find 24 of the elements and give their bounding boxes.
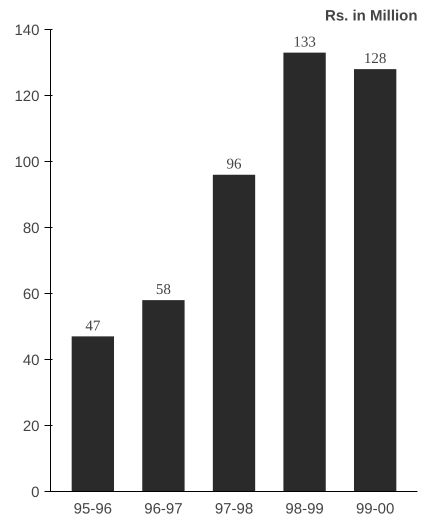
y-tick-label: 120 <box>14 88 40 105</box>
bar <box>72 336 114 492</box>
bar <box>354 69 396 492</box>
y-tick-label: 80 <box>22 220 40 237</box>
chart-title: Rs. in Million <box>325 8 418 24</box>
y-tick-label: 40 <box>22 352 40 369</box>
data-label: 128 <box>364 51 386 68</box>
x-tick-label: 96-97 <box>144 500 183 518</box>
x-tick-label: 97-98 <box>214 500 254 518</box>
x-tick-label: 99-00 <box>356 500 394 518</box>
bar <box>142 300 185 492</box>
data-label: 58 <box>156 282 171 298</box>
data-label: 133 <box>293 34 316 51</box>
data-label: 47 <box>85 318 101 334</box>
data-label: 96 <box>226 156 242 173</box>
y-tick-label: 20 <box>22 418 40 435</box>
x-tick-label: 98-99 <box>285 500 324 518</box>
y-tick-label: 0 <box>31 484 40 501</box>
x-tick-label: 95-96 <box>74 500 112 518</box>
bar <box>212 174 256 492</box>
y-tick-label: 60 <box>22 286 40 303</box>
y-tick-label: 100 <box>14 154 40 171</box>
bar <box>283 52 326 492</box>
y-tick-label: 140 <box>14 22 40 39</box>
